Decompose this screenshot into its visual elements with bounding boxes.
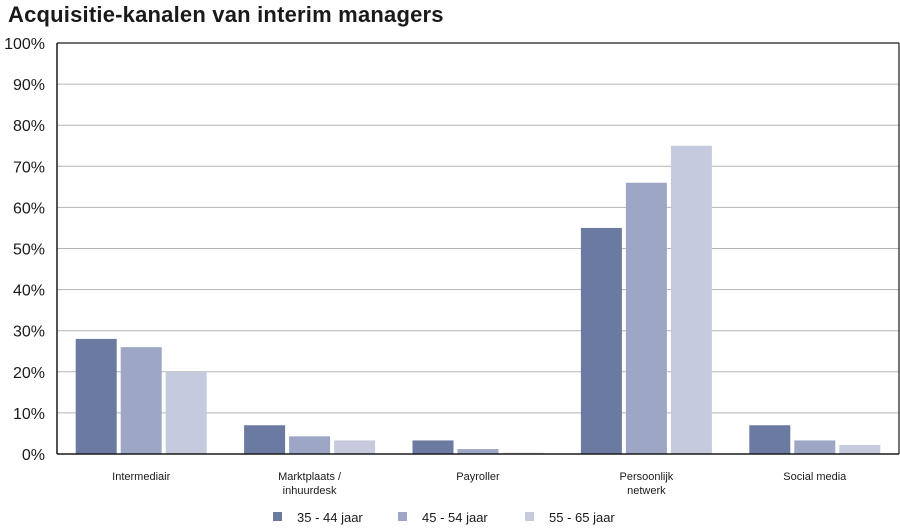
bar [625,182,667,455]
axes [56,42,900,455]
x-category-label: netwerk [627,485,666,497]
y-tick-label: 80% [13,118,45,135]
chart-title: Acquisitie-kanalen van interim managers [8,2,444,27]
legend-swatch [273,512,282,521]
y-tick-label: 60% [13,200,45,217]
x-category-label: Intermediair [112,471,170,483]
bar [289,436,331,454]
legend-label: 55 - 65 jaar [549,510,615,525]
y-tick-label: 20% [13,365,45,382]
legend-swatch [525,512,534,521]
labels: 0% 10% 20% 30% 40% 50% 60% 70% 80% 90% 100% Interme… [4,36,847,497]
bar [244,425,286,454]
y-tick-label: 50% [13,242,45,259]
bar [749,425,791,454]
y-tick-label: 0% [22,447,45,464]
x-category-label: inhuurdesk [283,485,337,497]
gridlines [57,42,899,414]
bar [334,440,376,454]
x-category-label: Persoonlijk [619,471,673,483]
x-category-label: Social media [783,471,847,483]
bar [839,444,881,454]
y-tick-label: 100% [4,36,45,53]
legend-label: 45 - 54 jaar [422,510,488,525]
bar [165,371,207,454]
bar [580,227,622,454]
x-category-label: Payroller [456,471,500,483]
legend-swatch [398,512,407,521]
legend: 35 - 44 jaar 45 - 54 jaar 55 - 65 jaar [273,510,615,525]
bar [457,449,499,454]
bars [75,145,881,455]
y-tick-label: 30% [13,324,45,341]
y-tick-label: 40% [13,283,45,300]
bar [120,347,162,454]
x-category-label: Marktplaats / [278,471,342,483]
y-tick-label: 90% [13,77,45,94]
bar [670,145,712,454]
bar [794,440,836,454]
y-tick-label: 70% [13,159,45,176]
bar [412,440,454,454]
bar [75,338,117,454]
y-tick-label: 10% [13,406,45,423]
legend-label: 35 - 44 jaar [297,510,363,525]
